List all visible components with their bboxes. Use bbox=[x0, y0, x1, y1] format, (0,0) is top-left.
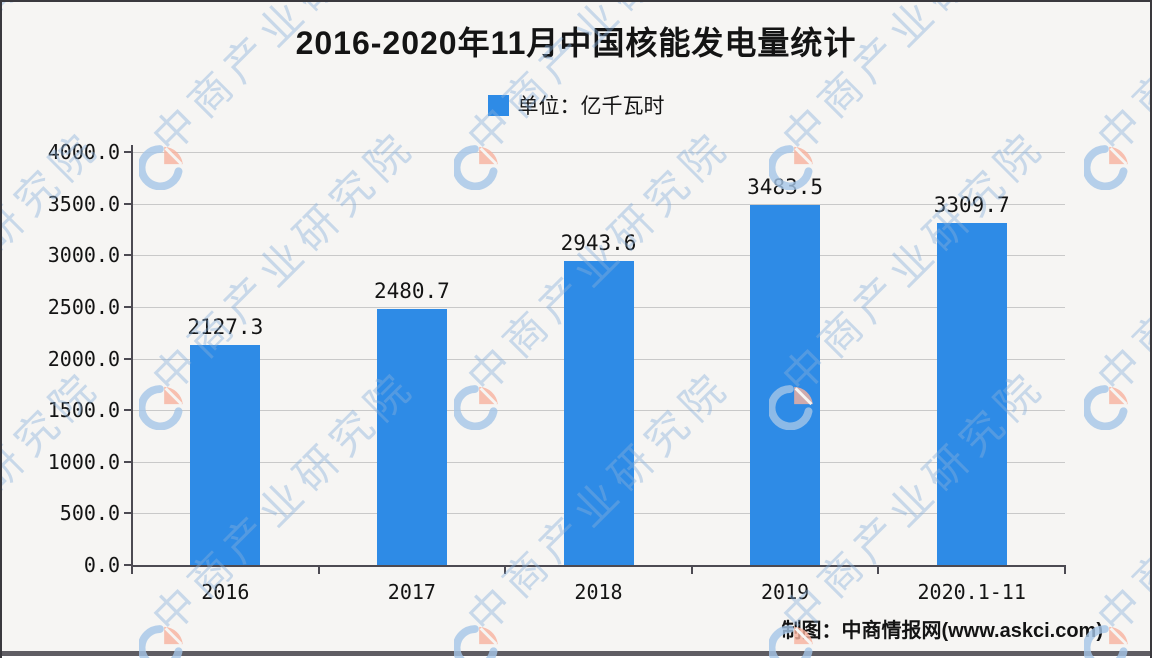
bar-2020.1-11 bbox=[936, 223, 1007, 565]
chart-legend: 单位：亿千瓦时 bbox=[2, 90, 1150, 120]
y-axis-tick-label: 500.0 bbox=[59, 501, 120, 526]
y-axis-tick-label: 3000.0 bbox=[47, 243, 120, 268]
y-axis-tick-label: 2000.0 bbox=[47, 346, 120, 371]
x-axis-category-label: 2016 bbox=[201, 580, 250, 604]
bar-value-label: 3309.7 bbox=[933, 193, 1010, 218]
y-axis-tick-label: 1500.0 bbox=[47, 398, 120, 423]
bottom-scrollbar bbox=[2, 651, 1150, 656]
attribution-text: 制图：中商情报网(www.askci.com) bbox=[781, 620, 1103, 642]
x-axis-line bbox=[131, 565, 1066, 567]
x-axis-tick-mark bbox=[877, 567, 880, 574]
gridline bbox=[132, 203, 1065, 205]
bar-value-label: 2480.7 bbox=[373, 278, 450, 303]
y-axis-tick-mark bbox=[124, 202, 132, 205]
y-axis-tick-label: 0.0 bbox=[83, 553, 120, 577]
y-axis-tick-label: 4000.0 bbox=[47, 140, 120, 164]
gridline bbox=[132, 152, 1065, 153]
x-axis-tick-mark bbox=[1064, 567, 1066, 574]
y-axis-tick-mark bbox=[124, 460, 132, 463]
y-axis-tick-mark bbox=[124, 564, 132, 566]
x-axis-category-label: 2018 bbox=[574, 580, 623, 604]
y-axis-tick-mark bbox=[124, 151, 132, 153]
bar-value-label: 2127.3 bbox=[187, 315, 264, 340]
x-axis-category-label: 2020.1-11 bbox=[917, 580, 1026, 604]
x-axis-tick-mark bbox=[504, 567, 507, 574]
y-axis-tick-mark bbox=[124, 254, 132, 257]
x-axis-category-label: 2017 bbox=[387, 580, 436, 604]
bar-2017 bbox=[376, 308, 447, 565]
bar-value-label: 3483.5 bbox=[747, 175, 824, 200]
x-axis-tick-mark bbox=[317, 567, 320, 574]
gridline bbox=[132, 255, 1065, 257]
y-axis-tick-mark bbox=[124, 305, 132, 308]
x-axis-tick-mark bbox=[690, 567, 693, 574]
y-axis-tick-mark bbox=[124, 512, 132, 515]
legend-label: 单位：亿千瓦时 bbox=[517, 95, 665, 118]
chart-title: 2016-2020年11月中国核能发电量统计 bbox=[295, 25, 857, 61]
bottom-margin bbox=[2, 656, 1150, 658]
x-axis-category-label: 2019 bbox=[761, 580, 810, 604]
y-axis-tick-mark bbox=[124, 409, 132, 412]
y-axis-tick-label: 2500.0 bbox=[47, 294, 120, 319]
legend-color-swatch bbox=[487, 94, 509, 116]
bar-value-label: 2943.6 bbox=[560, 231, 637, 256]
bar-2019 bbox=[750, 205, 821, 565]
y-axis-tick-mark bbox=[124, 357, 132, 360]
y-axis-tick-label: 1000.0 bbox=[47, 449, 120, 474]
bar-2016 bbox=[190, 345, 261, 565]
x-axis-tick-mark bbox=[131, 567, 133, 574]
bar-2018 bbox=[563, 261, 634, 565]
y-axis-tick-label: 3500.0 bbox=[47, 191, 120, 216]
y-axis-line bbox=[131, 145, 133, 567]
